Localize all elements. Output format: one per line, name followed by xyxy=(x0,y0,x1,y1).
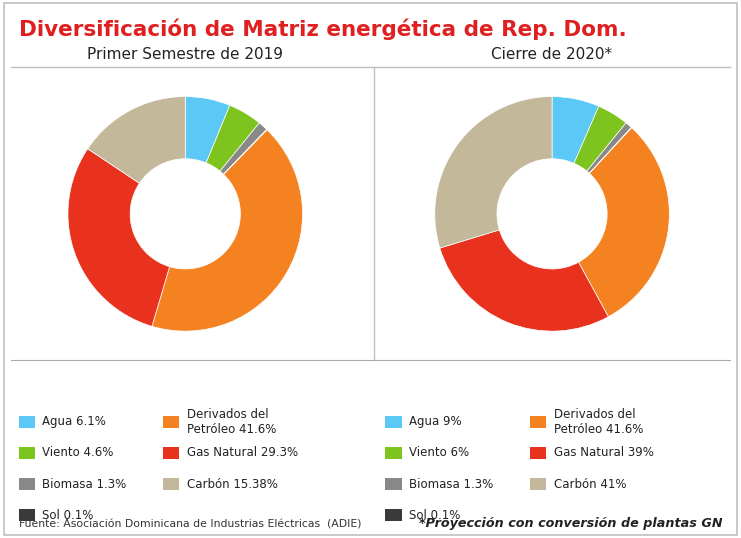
Wedge shape xyxy=(220,123,267,174)
Text: Diversificación de Matriz energética de Rep. Dom.: Diversificación de Matriz energética de … xyxy=(19,19,626,40)
Text: Carbón 15.38%: Carbón 15.38% xyxy=(187,478,278,491)
Text: Derivados del
Petróleo 41.6%: Derivados del Petróleo 41.6% xyxy=(187,408,276,436)
Wedge shape xyxy=(440,230,608,331)
Text: Derivados del
Petróleo 41.6%: Derivados del Petróleo 41.6% xyxy=(554,408,643,436)
Text: Agua 9%: Agua 9% xyxy=(409,415,462,428)
Wedge shape xyxy=(68,148,170,327)
Text: Viento 4.6%: Viento 4.6% xyxy=(42,447,113,459)
Text: Gas Natural 39%: Gas Natural 39% xyxy=(554,447,654,459)
Wedge shape xyxy=(589,128,632,173)
Text: *Proyección con conversión de plantas GN: *Proyección con conversión de plantas GN xyxy=(419,517,722,530)
Wedge shape xyxy=(224,129,267,174)
Wedge shape xyxy=(185,97,230,163)
Wedge shape xyxy=(435,97,552,248)
Text: Biomasa 1.3%: Biomasa 1.3% xyxy=(42,478,127,491)
Wedge shape xyxy=(87,97,185,183)
Wedge shape xyxy=(552,97,599,164)
Wedge shape xyxy=(579,128,669,317)
Title: Cierre de 2020*: Cierre de 2020* xyxy=(491,47,613,62)
Text: Viento 6%: Viento 6% xyxy=(409,447,469,459)
Wedge shape xyxy=(574,107,626,171)
Text: Sol 0.1%: Sol 0.1% xyxy=(42,509,93,522)
Text: Fuente: Asociación Dominicana de Industrias Eléctricas  (ADIE): Fuente: Asociación Dominicana de Industr… xyxy=(19,520,361,530)
Wedge shape xyxy=(152,130,302,331)
Title: Primer Semestre de 2019: Primer Semestre de 2019 xyxy=(87,47,283,62)
Wedge shape xyxy=(587,123,631,173)
Text: Gas Natural 29.3%: Gas Natural 29.3% xyxy=(187,447,298,459)
Text: Agua 6.1%: Agua 6.1% xyxy=(42,415,106,428)
Wedge shape xyxy=(206,105,259,171)
Text: Sol 0.1%: Sol 0.1% xyxy=(409,509,460,522)
Text: Carbón 41%: Carbón 41% xyxy=(554,478,626,491)
Text: Biomasa 1.3%: Biomasa 1.3% xyxy=(409,478,494,491)
